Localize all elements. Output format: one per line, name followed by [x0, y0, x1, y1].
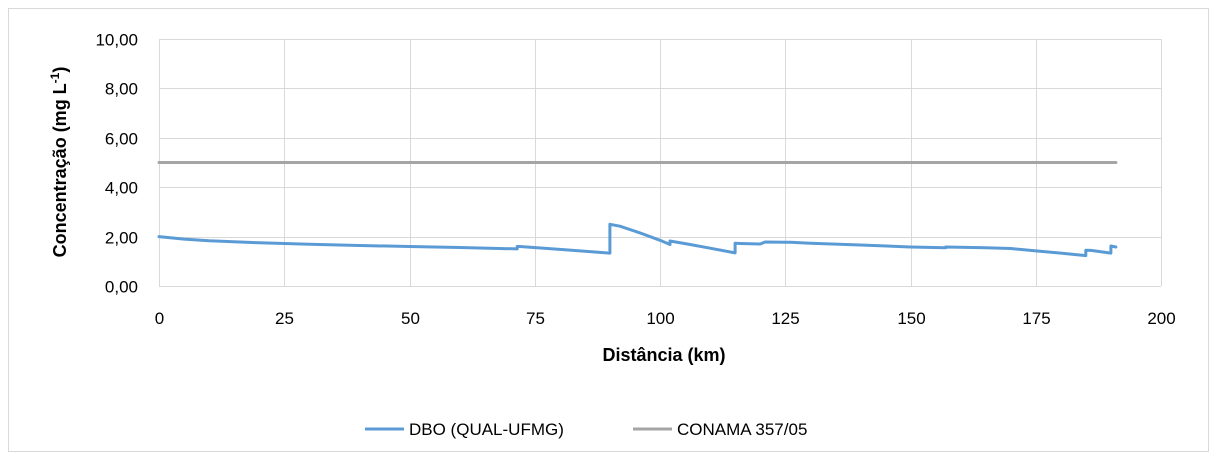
- x-tick-label: 25: [275, 309, 294, 328]
- legend-item-conama: CONAMA 357/05: [633, 420, 807, 439]
- x-tick-label: 0: [155, 309, 164, 328]
- legend: DBO (QUAL-UFMG) CONAMA 357/05: [365, 420, 807, 439]
- series-lines: [157, 161, 1118, 258]
- x-tick-label: 50: [401, 309, 420, 328]
- x-tick-label: 200: [1147, 309, 1175, 328]
- y-axis-title-close: ): [50, 67, 70, 73]
- y-axis-title-superscript: -1: [48, 72, 62, 83]
- x-tick-label: 150: [897, 309, 925, 328]
- x-tick-label: 125: [771, 309, 799, 328]
- y-tick-label: 2,00: [105, 229, 138, 248]
- x-tick-label: 100: [646, 309, 674, 328]
- y-tick-label: 8,00: [105, 80, 138, 99]
- legend-label-conama: CONAMA 357/05: [677, 420, 807, 439]
- x-axis-ticks: 0 25 50 75 100 125 150 175 200: [155, 309, 1176, 328]
- y-axis-title: Concentração (mg L-1): [48, 67, 70, 258]
- y-tick-label: 0,00: [105, 278, 138, 297]
- y-axis-title-main: Concentração (mg L: [50, 83, 70, 257]
- legend-label-dbo: DBO (QUAL-UFMG): [409, 420, 564, 439]
- x-tick-label: 75: [526, 309, 545, 328]
- x-tick-label: 175: [1022, 309, 1050, 328]
- y-tick-label: 6,00: [105, 130, 138, 149]
- legend-item-dbo: DBO (QUAL-UFMG): [365, 420, 564, 439]
- y-tick-label: 4,00: [105, 179, 138, 198]
- y-axis-ticks: 0,00 2,00 4,00 6,00 8,00 10,00: [95, 31, 138, 297]
- series-line-dbo: [157, 222, 1118, 258]
- x-axis-title: Distância (km): [602, 345, 725, 365]
- y-tick-label: 10,00: [95, 31, 138, 50]
